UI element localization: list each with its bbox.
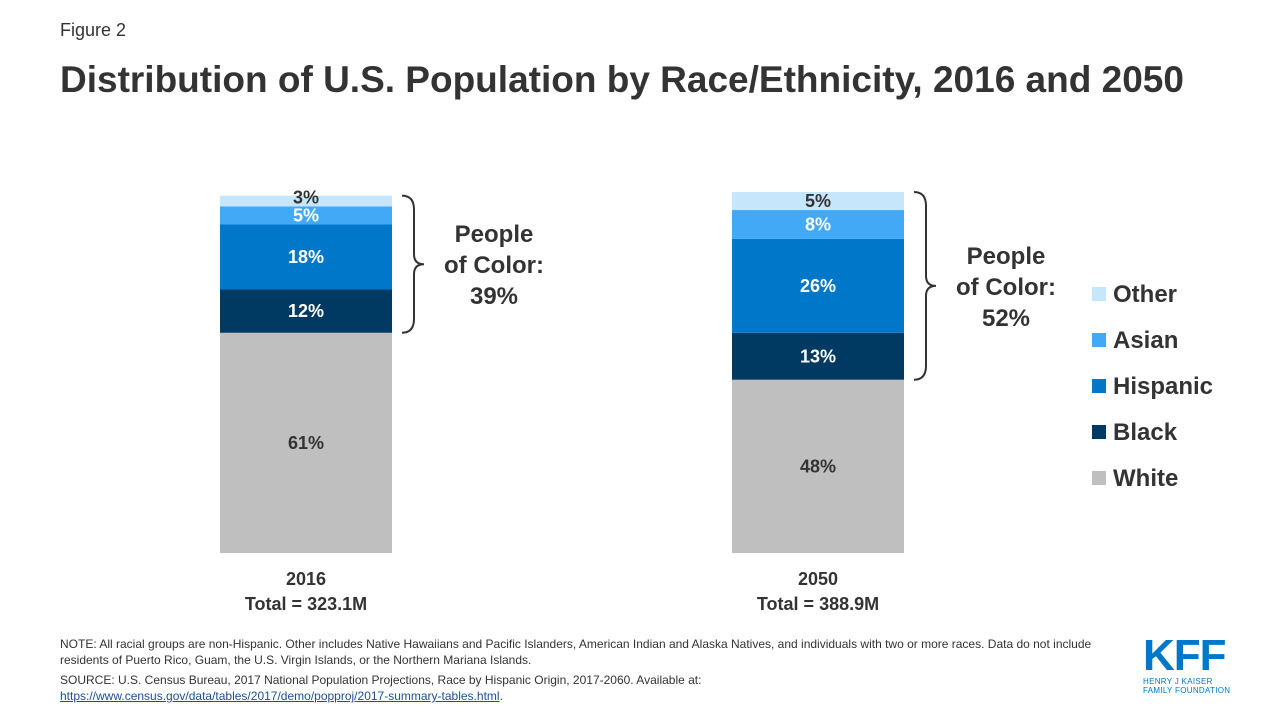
category-total-2050: Total = 388.9M <box>757 594 879 614</box>
kff-logo: KFF HENRY J KAISER FAMILY FOUNDATION <box>1143 631 1243 696</box>
logo-line-2: FAMILY FOUNDATION <box>1143 686 1231 695</box>
bar-segment-white-2016 <box>220 332 392 553</box>
data-label-hispanic-2016: 18% <box>288 247 324 267</box>
legend-swatch-white <box>1092 471 1106 485</box>
data-label-white-2016: 61% <box>288 433 324 453</box>
annotation-2016-line-3: 39% <box>470 283 518 310</box>
bar-segment-asian-2016 <box>220 206 392 225</box>
legend-label-other: Other <box>1113 281 1177 308</box>
source-period: . <box>499 689 503 703</box>
chart-source: SOURCE: U.S. Census Bureau, 2017 Nationa… <box>60 672 1120 704</box>
bar-segment-white-2050 <box>732 379 904 553</box>
data-label-black-2050: 13% <box>800 346 836 366</box>
annotation-2050-line-1: People <box>967 243 1046 270</box>
brace-2050 <box>913 191 937 381</box>
bar-segment-black-2050 <box>732 332 904 380</box>
annotation-2016-line-1: People <box>455 221 534 248</box>
bar-segment-hispanic-2016 <box>220 224 392 290</box>
annotation-2050-line-3: 52% <box>982 305 1030 332</box>
category-total-2016: Total = 323.1M <box>245 594 367 614</box>
data-label-hispanic-2050: 26% <box>800 276 836 296</box>
source-link[interactable]: https://www.census.gov/data/tables/2017/… <box>60 689 500 703</box>
annotation-2050-line-2: of Color: <box>956 274 1056 301</box>
category-label-2050: 2050 <box>798 569 838 589</box>
bar-segment-hispanic-2050 <box>732 238 904 333</box>
logo-line-1: HENRY J KAISER <box>1143 677 1213 686</box>
logo-mark: KFF <box>1143 631 1227 680</box>
legend-label-hispanic: Hispanic <box>1113 373 1213 400</box>
data-label-other-2050: 5% <box>805 191 831 211</box>
legend-label-black: Black <box>1113 419 1178 446</box>
bar-segment-asian-2050 <box>732 210 904 239</box>
legend-swatch-other <box>1092 287 1106 301</box>
bar-segment-other-2016 <box>220 195 392 207</box>
annotation-2016-line-2: of Color: <box>444 252 544 279</box>
brace-2016 <box>401 194 425 334</box>
legend-swatch-asian <box>1092 333 1106 347</box>
data-label-asian-2016: 5% <box>293 205 319 225</box>
source-text: SOURCE: U.S. Census Bureau, 2017 Nationa… <box>60 673 702 687</box>
legend-label-white: White <box>1113 465 1178 492</box>
legend-swatch-black <box>1092 425 1106 439</box>
chart-title: Distribution of U.S. Population by Race/… <box>60 59 1184 100</box>
data-label-white-2050: 48% <box>800 456 836 476</box>
data-label-other-2016: 3% <box>293 188 319 208</box>
legend-swatch-hispanic <box>1092 379 1106 393</box>
bar-segment-black-2016 <box>220 289 392 333</box>
bar-segment-other-2050 <box>732 192 904 211</box>
chart-note: NOTE: All racial groups are non-Hispanic… <box>60 637 1092 667</box>
data-label-asian-2050: 8% <box>805 214 831 234</box>
data-label-black-2016: 12% <box>288 301 324 321</box>
figure-label: Figure 2 <box>60 20 127 40</box>
legend-label-asian: Asian <box>1113 327 1178 354</box>
category-label-2016: 2016 <box>286 569 326 589</box>
